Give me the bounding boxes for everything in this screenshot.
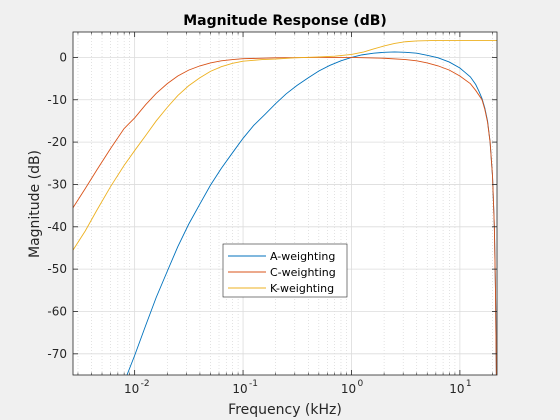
x-tick-exponent: 0: [357, 379, 363, 389]
y-tick-label: -30: [47, 177, 67, 191]
y-tick-label: -60: [47, 304, 67, 318]
y-tick-label: -50: [47, 262, 67, 276]
k-weighting-line: [73, 40, 497, 251]
x-axis-label: Frequency (kHz): [228, 402, 342, 418]
y-tick-label: -20: [47, 135, 67, 149]
a-weighting-line: [126, 51, 497, 375]
tick-layer: 10 -2 10 -1 10 0 10 10-10-20-30-40-50-60-70: [47, 32, 497, 396]
series-layer: [73, 40, 497, 375]
legend-label-c-weighting: C-weighting: [270, 266, 336, 279]
grid-layer: [73, 32, 497, 375]
legend: A-weighting C-weighting K-weighting: [222, 243, 348, 298]
x-tick-label: 10: [449, 382, 464, 396]
legend-label-a-weighting: A-weighting: [270, 250, 335, 263]
x-tick-label: 10: [124, 382, 139, 396]
y-tick-label: -10: [47, 93, 67, 107]
chart-title: Magnitude Response (dB): [183, 13, 387, 29]
y-tick-label: -40: [47, 220, 67, 234]
y-tick-label: 0: [59, 50, 67, 64]
x-tick-exponent: -1: [249, 379, 258, 389]
y-tick-label: -70: [47, 347, 67, 361]
c-weighting-line: [73, 56, 497, 375]
legend-label-k-weighting: K-weighting: [270, 282, 334, 295]
plot-area: [73, 32, 497, 375]
x-tick-label: 10: [232, 382, 247, 396]
axes-box: [72, 31, 498, 376]
x-tick-label: 10: [341, 382, 356, 396]
y-axis-label: Magnitude (dB): [27, 150, 43, 258]
x-tick-exponent: 1: [466, 379, 472, 389]
x-tick-exponent: -2: [141, 379, 150, 389]
